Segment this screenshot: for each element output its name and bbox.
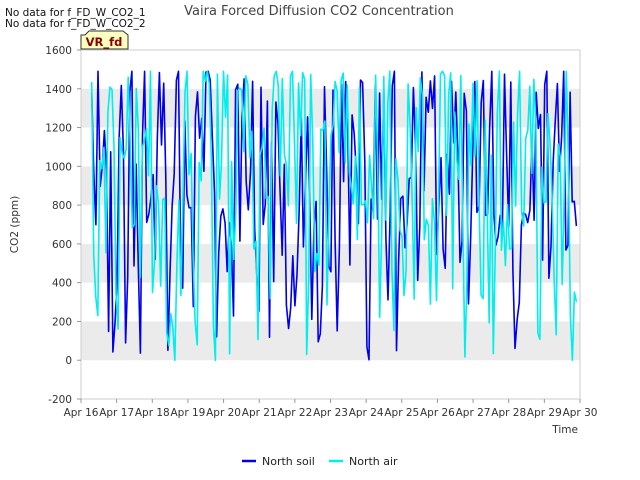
x-tick-label: Apr 16	[64, 407, 99, 419]
grid-band	[81, 321, 580, 361]
y-axis-label: CO2 (ppm)	[9, 196, 21, 253]
y-tick-label: -200	[48, 394, 72, 406]
x-tick-label: Apr 29	[527, 407, 562, 419]
x-tick-label: Apr 26	[420, 407, 455, 419]
x-tick-label: Apr 30	[563, 407, 598, 419]
site-badge[interactable]: VR_fd	[80, 30, 129, 50]
badge-label: VR_fd	[86, 35, 123, 50]
y-tick-label: 1000	[45, 161, 72, 173]
y-tick-label: 800	[52, 200, 72, 212]
legend-label: North air	[349, 455, 398, 468]
series-lines	[90, 70, 578, 362]
x-tick-label: Apr 19	[170, 407, 205, 419]
chart-title: Vaira Forced Diffusion CO2 Concentration	[184, 4, 454, 19]
y-tick-label: 1400	[45, 84, 72, 96]
x-tick-label: Apr 21	[242, 407, 277, 419]
y-tick-label: 1200	[45, 123, 72, 135]
badge-shape	[80, 30, 129, 50]
no-data-note-2: No data for f_FD_W_CO2_2	[5, 18, 146, 30]
x-tick-label: Apr 24	[349, 407, 384, 419]
y-tick-label: 1600	[45, 45, 72, 57]
x-tick-label: Apr 22	[277, 407, 312, 419]
series-line-north-air	[90, 70, 578, 362]
x-tick-label: Apr 18	[135, 407, 170, 419]
y-tick-label: 0	[65, 355, 72, 367]
legend-label: North soil	[262, 455, 315, 468]
legend: North soil North air	[242, 455, 398, 468]
x-tick-label: Apr 23	[313, 407, 348, 419]
x-tick-label: Apr 25	[384, 407, 419, 419]
x-tick-label: Apr 17	[99, 407, 134, 419]
y-tick-label: 200	[52, 316, 72, 328]
y-tick-label: 600	[52, 239, 72, 251]
y-tick-label: 400	[52, 278, 72, 290]
x-axis: Apr 16 Apr 17 Apr 18 Apr 19 Apr 20 Apr 21 Apr …	[64, 399, 598, 419]
no-data-note-1: No data for f_FD_W_CO2_1	[5, 7, 146, 19]
x-tick-label: Apr 28	[491, 407, 526, 419]
x-tick-label: Apr 27	[456, 407, 491, 419]
x-tick-label: Apr 20	[206, 407, 241, 419]
y-axis: -200 0 200 400 600 800 1000 1200 1400 1600	[45, 45, 81, 406]
x-axis-label: Time	[551, 424, 578, 436]
